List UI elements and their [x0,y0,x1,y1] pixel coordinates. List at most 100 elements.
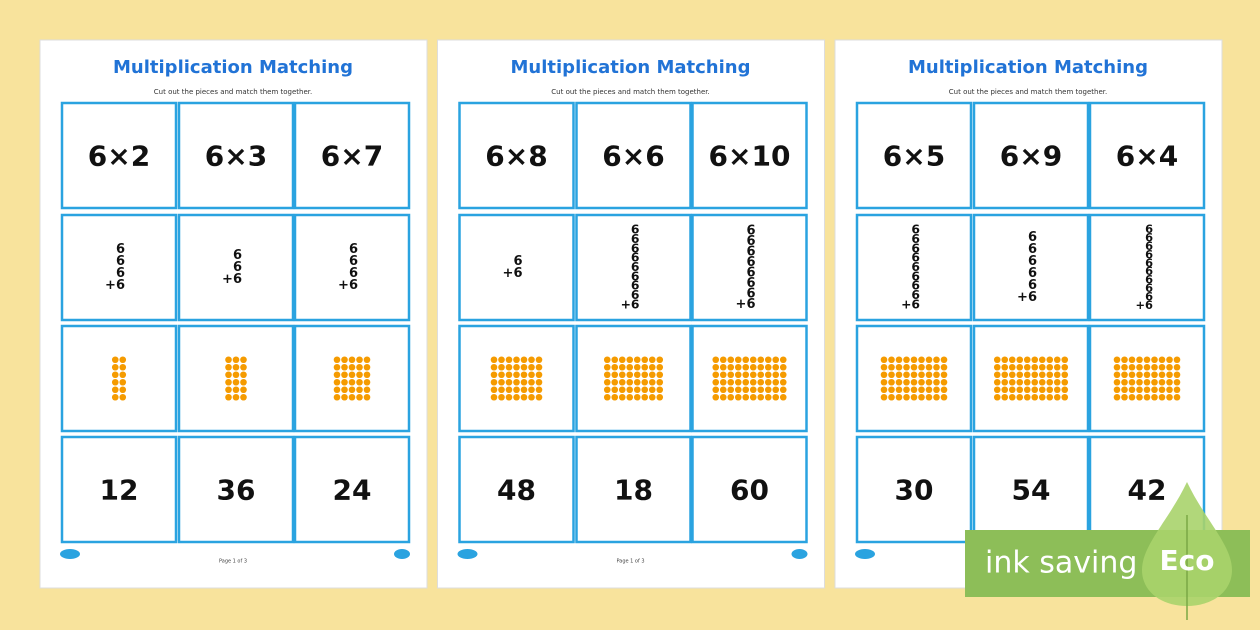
dot [712,386,720,394]
dot [641,363,649,371]
product: 42 [1128,474,1167,507]
dot [1046,371,1054,379]
dot [918,393,925,401]
dot [734,371,742,379]
dot [1016,371,1024,379]
product: 12 [100,474,139,507]
dot [1046,356,1054,364]
dot [910,386,918,394]
dot [656,386,664,394]
dot [918,363,925,371]
dot [648,363,656,371]
dot [1038,356,1046,364]
dot [119,363,127,371]
product: 48 [497,474,536,507]
addend: 6 [911,241,920,255]
dot [749,393,757,401]
dot [1023,386,1031,394]
dot [1053,371,1061,379]
dot [611,386,619,394]
dot [1016,356,1024,364]
dot [888,393,895,401]
dot [111,386,119,394]
dot [993,371,1001,379]
dot [333,386,341,394]
dot [727,356,735,364]
dot [734,378,742,386]
dot [779,378,787,386]
dot [779,356,787,364]
card [458,213,575,322]
dot [611,363,619,371]
dot [719,356,727,364]
dot [498,393,505,401]
dot [528,356,535,364]
addend: 6 [631,232,640,246]
product: 30 [895,474,934,507]
dot [880,386,888,394]
card [575,213,692,322]
dot [1143,386,1151,394]
card [60,101,178,210]
dot [1113,371,1121,379]
addend: +6 [901,297,920,311]
dot [1001,378,1009,386]
dot [611,356,619,364]
dot [940,386,948,394]
dot [1008,378,1016,386]
addend: 6 [233,248,242,263]
dot [618,363,626,371]
dot [111,378,119,386]
addend: 6 [1145,231,1153,245]
dot [1031,363,1039,371]
dot [933,356,940,364]
dot [940,356,948,364]
dot [626,386,634,394]
dot [1173,386,1181,394]
dot [513,371,520,379]
dot [749,356,757,364]
addend: 6 [746,234,755,249]
card [575,324,692,433]
dot [749,386,757,394]
dot [535,378,543,386]
addend: +6 [736,297,756,312]
dot [490,386,498,394]
addend: 6 [631,269,640,283]
dot [111,371,119,379]
dot [626,356,634,364]
dot [1128,378,1136,386]
dot [895,386,903,394]
dot [505,356,513,364]
dot [341,386,348,394]
dot [1166,371,1173,379]
dot [626,378,634,386]
dot [1136,371,1143,379]
addend: +6 [503,266,523,281]
expression: 6×10 [709,140,791,173]
dot [903,356,910,364]
dot [933,378,940,386]
dot [520,371,528,379]
dot [232,378,240,386]
dot [1031,371,1039,379]
product: 54 [1012,474,1051,507]
dot [719,363,727,371]
dot [749,371,757,379]
dot [727,378,735,386]
dot [910,371,918,379]
dot [712,356,720,364]
dot [611,378,619,386]
dot [1173,378,1181,386]
dot [111,363,119,371]
dot [119,393,127,401]
dot [490,356,498,364]
dot [712,378,720,386]
dot [363,356,371,364]
dot [356,363,363,371]
dot [1023,378,1031,386]
addend: 6 [631,223,640,237]
card [1088,101,1206,210]
dot [719,378,727,386]
dot [888,363,895,371]
